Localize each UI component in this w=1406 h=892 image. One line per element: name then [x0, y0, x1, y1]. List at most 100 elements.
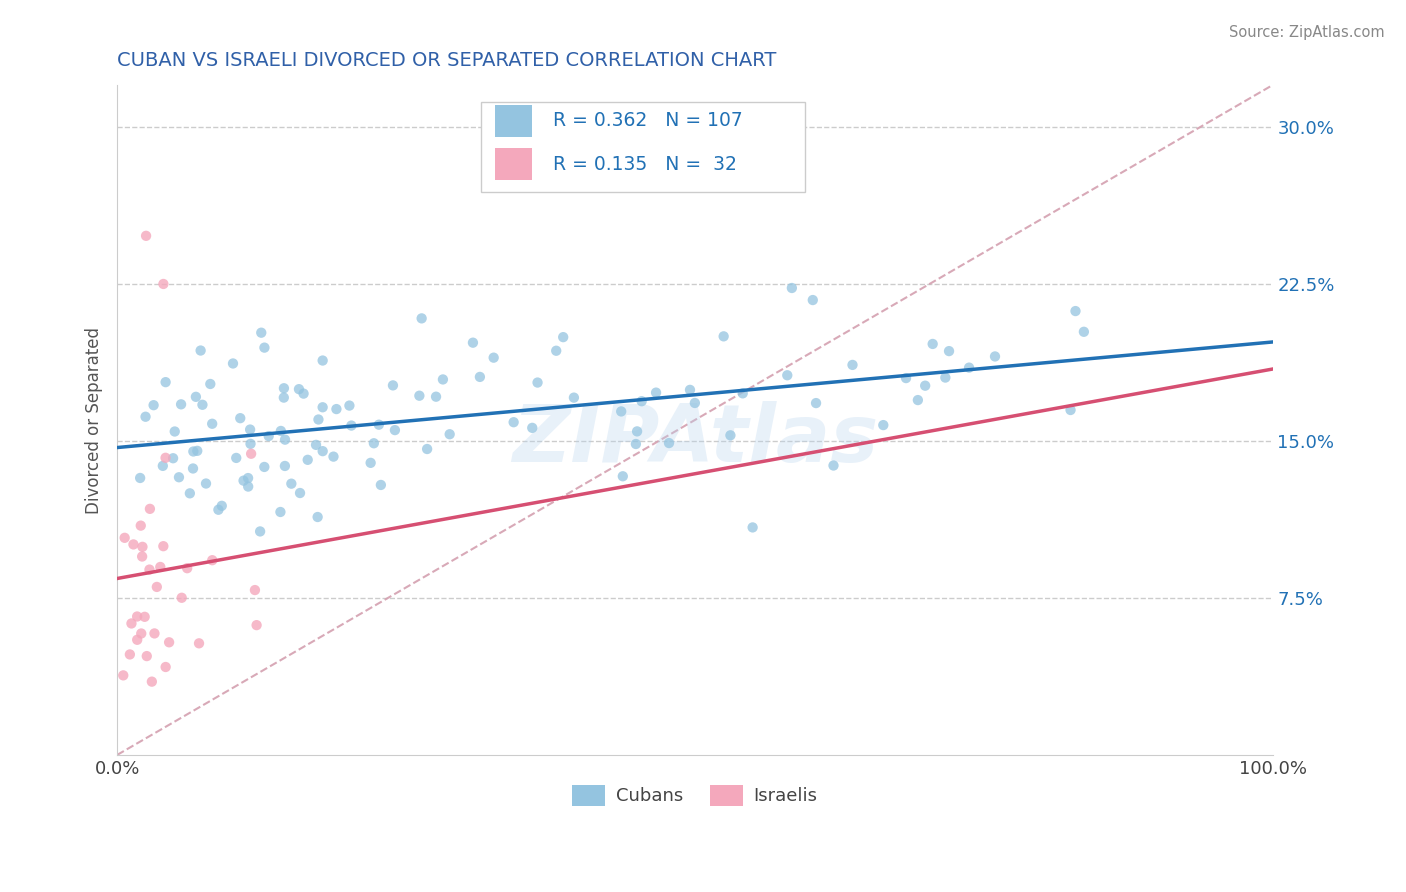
Text: ZIPAtlas: ZIPAtlas	[512, 401, 877, 479]
Point	[229, 411, 252, 425]
Point	[439, 427, 461, 442]
Point	[112, 668, 135, 682]
Point	[914, 378, 936, 392]
Point	[129, 471, 152, 485]
FancyBboxPatch shape	[495, 105, 531, 137]
Point	[841, 358, 863, 372]
Point	[461, 335, 484, 350]
Point	[129, 518, 152, 533]
Point	[522, 421, 544, 435]
Point	[167, 470, 190, 484]
Point	[363, 436, 385, 450]
Point	[236, 471, 259, 485]
Point	[273, 391, 295, 405]
Point	[207, 502, 229, 516]
Text: R = 0.362   N = 107: R = 0.362 N = 107	[553, 112, 742, 130]
Point	[872, 418, 894, 433]
Point	[127, 609, 149, 624]
Point	[934, 370, 956, 384]
Point	[135, 228, 157, 243]
Point	[274, 433, 297, 447]
Point	[249, 524, 271, 539]
Point	[138, 563, 160, 577]
Point	[253, 341, 276, 355]
Point	[201, 417, 224, 431]
Point	[645, 385, 668, 400]
Point	[188, 636, 211, 650]
Point	[907, 393, 929, 408]
Point	[152, 539, 174, 553]
Point	[339, 399, 361, 413]
Point	[190, 343, 212, 358]
Point	[297, 452, 319, 467]
Point	[938, 344, 960, 359]
Point	[280, 476, 302, 491]
Point	[184, 390, 207, 404]
Point	[200, 376, 222, 391]
Point	[152, 458, 174, 473]
Point	[894, 371, 917, 385]
Point	[118, 648, 141, 662]
Point	[312, 444, 335, 458]
Point	[683, 396, 706, 410]
Point	[658, 436, 681, 450]
Point	[170, 397, 193, 411]
Point	[288, 486, 311, 500]
Point	[155, 375, 177, 389]
Point	[131, 549, 153, 564]
Point	[340, 418, 363, 433]
Point	[325, 402, 347, 417]
Text: CUBAN VS ISRAELI DIVORCED OR SEPARATED CORRELATION CHART: CUBAN VS ISRAELI DIVORCED OR SEPARATED C…	[117, 51, 776, 70]
Point	[181, 461, 204, 475]
Point	[120, 616, 142, 631]
Point	[142, 398, 165, 412]
Point	[246, 618, 269, 632]
Point	[546, 343, 568, 358]
Point	[562, 391, 585, 405]
Y-axis label: Divorced or Separated: Divorced or Separated	[86, 326, 103, 514]
Point	[239, 437, 262, 451]
Point	[679, 383, 702, 397]
Point	[149, 560, 172, 574]
Legend: Cubans, Israelis: Cubans, Israelis	[565, 778, 824, 813]
Point	[201, 553, 224, 567]
Point	[526, 376, 548, 390]
Point	[170, 591, 193, 605]
Point	[195, 476, 218, 491]
Point	[240, 447, 263, 461]
Point	[238, 479, 260, 493]
Point	[610, 404, 633, 418]
Point	[408, 389, 430, 403]
Point	[801, 293, 824, 307]
Point	[139, 501, 162, 516]
Point	[624, 437, 647, 451]
Point	[731, 386, 754, 401]
Point	[222, 356, 245, 370]
Point	[311, 401, 333, 415]
Point	[804, 396, 827, 410]
Point	[273, 381, 295, 395]
Text: Source: ZipAtlas.com: Source: ZipAtlas.com	[1229, 25, 1385, 40]
Point	[502, 415, 524, 429]
Point	[143, 626, 166, 640]
Point	[1064, 304, 1087, 318]
Point	[270, 424, 292, 438]
Point	[243, 583, 266, 598]
Point	[1059, 403, 1081, 417]
Point	[114, 531, 136, 545]
Point	[292, 386, 315, 401]
Point	[360, 456, 382, 470]
Point	[129, 626, 152, 640]
Point	[191, 398, 214, 412]
Point	[250, 326, 273, 340]
Point	[553, 330, 575, 344]
Point	[612, 469, 634, 483]
Point	[957, 360, 980, 375]
Point	[253, 459, 276, 474]
Point	[131, 540, 153, 554]
Point	[823, 458, 845, 473]
Point	[630, 394, 652, 409]
Point	[305, 438, 328, 452]
Point	[741, 520, 763, 534]
Point	[155, 660, 177, 674]
